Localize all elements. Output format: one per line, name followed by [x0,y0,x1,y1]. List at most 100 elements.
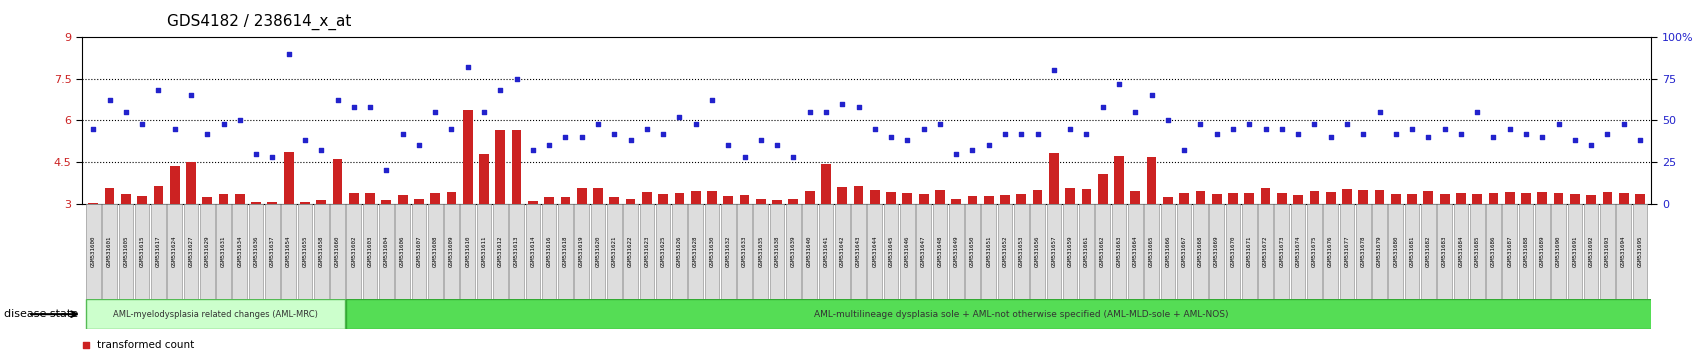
Text: GSM531629: GSM531629 [205,236,210,267]
FancyBboxPatch shape [639,204,653,299]
Bar [268,202,278,204]
Point [1642,126,1669,132]
Bar [919,194,928,204]
Point [193,131,220,137]
Text: GSM531662: GSM531662 [1100,236,1105,267]
Point [812,109,839,115]
Bar [740,195,748,204]
Point [1430,126,1458,132]
Point [585,121,612,126]
Point [958,148,985,153]
Text: GSM531640: GSM531640 [806,236,812,267]
Bar [1064,188,1074,204]
Bar [934,190,945,204]
Text: GSM531601: GSM531601 [107,236,113,267]
FancyBboxPatch shape [900,204,914,299]
Point [113,109,140,115]
Bar [1586,195,1596,204]
FancyBboxPatch shape [542,204,556,299]
Text: disease state: disease state [5,309,78,319]
FancyBboxPatch shape [314,204,329,299]
Point [471,109,498,115]
Point [1528,134,1555,140]
Text: GSM531614: GSM531614 [530,236,535,267]
FancyBboxPatch shape [607,204,621,299]
FancyBboxPatch shape [1599,204,1615,299]
FancyBboxPatch shape [948,204,963,299]
FancyBboxPatch shape [217,204,230,299]
FancyBboxPatch shape [297,204,312,299]
Bar [170,166,179,204]
Point [259,154,286,160]
Text: GSM531616: GSM531616 [546,236,551,267]
Text: GSM531638: GSM531638 [774,236,779,267]
Bar [673,193,684,204]
Bar [641,192,651,204]
Point [242,151,269,156]
FancyBboxPatch shape [834,204,849,299]
FancyBboxPatch shape [1144,204,1158,299]
Bar [1521,193,1529,204]
Bar [691,191,701,204]
Text: GSM531636: GSM531636 [254,236,259,267]
Text: GSM531671: GSM531671 [1246,236,1251,267]
FancyBboxPatch shape [346,204,361,299]
Text: GSM531651: GSM531651 [985,236,991,267]
Bar [414,199,423,204]
Bar [365,193,375,204]
Point [1478,134,1506,140]
Bar [1569,194,1579,204]
Bar [203,196,211,204]
Bar [902,193,912,204]
Point [1398,126,1425,132]
Text: GSM531620: GSM531620 [595,236,600,267]
Point [829,101,856,107]
FancyBboxPatch shape [396,204,409,299]
Text: AML-multilineage dysplasia sole + AML-not otherwise specified (AML-MLD-sole + AM: AML-multilineage dysplasia sole + AML-no… [813,310,1228,319]
Point [697,98,725,103]
Point [1284,131,1311,137]
Bar [1325,192,1335,204]
Text: GSM531606: GSM531606 [401,236,404,267]
FancyBboxPatch shape [1062,204,1078,299]
FancyBboxPatch shape [786,204,800,299]
Point [1592,131,1620,137]
Bar [1390,194,1400,204]
Text: GSM531690: GSM531690 [1555,236,1560,267]
FancyBboxPatch shape [1192,204,1207,299]
FancyBboxPatch shape [1258,204,1272,299]
Bar [527,201,537,204]
Text: GSM531610: GSM531610 [465,236,471,267]
Point [1316,134,1344,140]
Point [227,118,254,123]
Point [1251,126,1279,132]
Point [1187,121,1214,126]
Bar [153,185,164,204]
Bar [984,196,992,204]
Bar [967,196,977,204]
Point [617,137,644,143]
Text: GSM531635: GSM531635 [759,236,762,267]
Point [1040,68,1067,73]
FancyBboxPatch shape [737,204,752,299]
Text: GSM531693: GSM531693 [1604,236,1610,267]
Bar [1650,193,1661,204]
FancyBboxPatch shape [1274,204,1289,299]
Bar [251,202,261,204]
Bar [820,164,830,204]
Bar [1439,194,1449,204]
Point [861,126,888,132]
FancyBboxPatch shape [704,204,720,299]
FancyBboxPatch shape [167,204,182,299]
Bar [1178,193,1188,204]
Bar [1113,156,1124,204]
FancyBboxPatch shape [493,204,508,299]
Bar [315,200,326,204]
Point [1495,126,1523,132]
Point [1545,121,1572,126]
FancyBboxPatch shape [1127,204,1142,299]
Text: GSM531628: GSM531628 [692,236,697,267]
Text: GSM531688: GSM531688 [1523,236,1528,267]
Bar [706,191,716,204]
Point [714,143,742,148]
